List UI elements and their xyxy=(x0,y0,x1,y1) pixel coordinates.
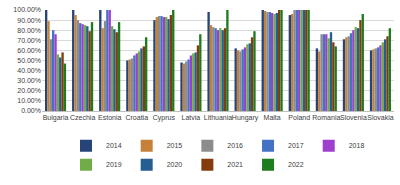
svg-text:10.00%: 10.00% xyxy=(17,97,41,104)
svg-text:100.00%: 100.00% xyxy=(13,6,41,13)
svg-text:0.00%: 0.00% xyxy=(21,107,41,114)
svg-text:Croatia: Croatia xyxy=(125,114,148,121)
svg-text:Bulgaria: Bulgaria xyxy=(43,114,69,122)
svg-text:2022: 2022 xyxy=(288,161,304,168)
svg-text:90.00%: 90.00% xyxy=(17,17,41,24)
svg-text:2016: 2016 xyxy=(227,142,243,149)
svg-text:Czechia: Czechia xyxy=(70,114,95,121)
svg-text:2019: 2019 xyxy=(106,161,122,168)
svg-text:80.00%: 80.00% xyxy=(17,27,41,34)
svg-text:Romania: Romania xyxy=(312,114,340,121)
svg-text:2018: 2018 xyxy=(349,142,365,149)
svg-text:50.00%: 50.00% xyxy=(17,57,41,64)
svg-text:70.00%: 70.00% xyxy=(17,37,41,44)
svg-text:20.00%: 20.00% xyxy=(17,87,41,94)
svg-text:Malta: Malta xyxy=(264,114,281,121)
svg-text:Lithuania: Lithuania xyxy=(204,114,233,121)
svg-text:Estonia: Estonia xyxy=(98,114,121,121)
svg-text:Hungary: Hungary xyxy=(232,114,259,122)
svg-text:2017: 2017 xyxy=(288,142,304,149)
svg-text:2015: 2015 xyxy=(167,142,183,149)
svg-text:Slovenia: Slovenia xyxy=(340,114,367,121)
svg-text:Latvia: Latvia xyxy=(182,114,201,121)
svg-text:40.00%: 40.00% xyxy=(17,67,41,74)
svg-text:2014: 2014 xyxy=(106,142,122,149)
svg-text:2021: 2021 xyxy=(227,161,243,168)
svg-text:60.00%: 60.00% xyxy=(17,47,41,54)
svg-text:30.00%: 30.00% xyxy=(17,77,41,84)
svg-text:2020: 2020 xyxy=(167,161,183,168)
svg-text:Cyprus: Cyprus xyxy=(153,114,176,122)
svg-text:Slovakia: Slovakia xyxy=(367,114,394,121)
svg-text:Poland: Poland xyxy=(288,114,310,121)
